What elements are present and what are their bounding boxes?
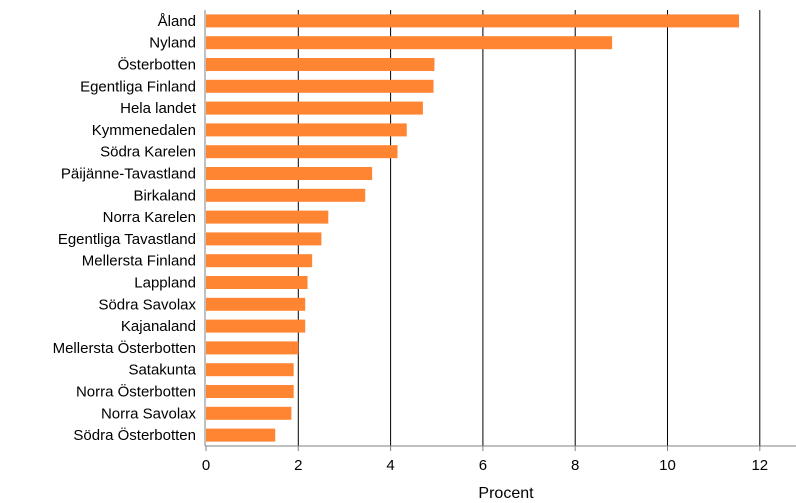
bar-6 xyxy=(206,123,407,137)
category-label: Päijänne-Tavastland xyxy=(61,166,196,183)
x-tick-label: 8 xyxy=(571,457,579,474)
bar-10 xyxy=(206,210,329,224)
category-label: Kymmenedalen xyxy=(92,122,196,139)
category-label: Södra Karelen xyxy=(100,144,196,161)
bar-8 xyxy=(206,167,373,180)
bar-7 xyxy=(206,145,398,159)
bar-4 xyxy=(206,79,434,93)
x-tick-label: 12 xyxy=(751,457,768,474)
bar-9 xyxy=(206,188,366,202)
bar-2 xyxy=(206,36,613,50)
bar-11 xyxy=(206,232,322,246)
bar-20 xyxy=(206,428,276,442)
x-tick-label: 0 xyxy=(202,457,210,474)
category-label: Lappland xyxy=(134,275,196,292)
category-label: Norra Österbotten xyxy=(76,383,196,401)
bar-14 xyxy=(206,297,306,311)
x-tick-label: 4 xyxy=(386,457,394,474)
axis-layer xyxy=(204,10,796,451)
bar-16 xyxy=(206,341,299,355)
bar-13 xyxy=(206,276,308,289)
category-label: Åland xyxy=(158,13,196,30)
category-label: Hela landet xyxy=(120,100,197,117)
label-layer: Åland Nyland Österbotten Egentliga Finland H… xyxy=(53,13,769,474)
category-label: Norra Savolax xyxy=(101,405,197,422)
bar-19 xyxy=(206,406,292,420)
bar-1 xyxy=(206,14,740,28)
category-label: Österbotten xyxy=(118,56,196,74)
grid-layer xyxy=(297,10,761,446)
bar-15 xyxy=(206,319,306,333)
bar-18 xyxy=(206,385,294,398)
category-label: Satakunta xyxy=(128,362,196,379)
category-label: Birkaland xyxy=(133,187,196,204)
category-label: Mellersta Finland xyxy=(82,253,196,270)
x-tick-label: 6 xyxy=(479,457,487,474)
bar-12 xyxy=(206,254,313,268)
category-label: Södra Österbotten xyxy=(73,426,196,444)
category-label: Egentliga Tavastland xyxy=(58,231,196,248)
category-label: Nyland xyxy=(149,35,196,52)
bar-5 xyxy=(206,101,423,115)
bar-17 xyxy=(206,363,294,377)
x-axis-title: Procent xyxy=(478,485,534,502)
category-label: Egentliga Finland xyxy=(80,78,196,95)
category-label: Södra Savolax xyxy=(98,296,196,313)
bar-layer xyxy=(206,14,740,442)
bar-3 xyxy=(206,58,435,71)
x-tick-label: 2 xyxy=(294,457,302,474)
x-tick-label: 10 xyxy=(659,457,676,474)
category-label: Norra Karelen xyxy=(103,209,196,226)
category-label: Kajanaland xyxy=(121,318,196,335)
category-label: Mellersta Österbotten xyxy=(53,339,196,357)
